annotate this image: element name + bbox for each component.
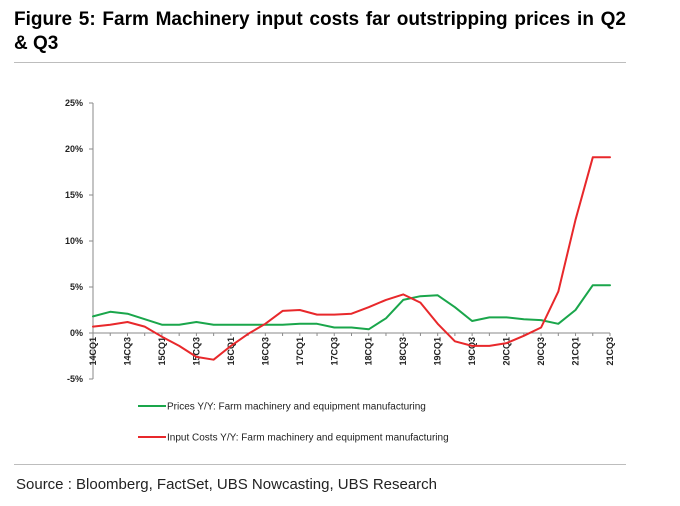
legend-label: Prices Y/Y: Farm machinery and equipment…: [167, 402, 426, 413]
y-tick-label: 0%: [70, 328, 83, 338]
x-tick-label: 19CQ1: [433, 337, 443, 366]
x-tick-label: 15CQ3: [191, 337, 201, 366]
series-line-input-costs: [92, 156, 611, 361]
line-chart: -5% 0% 5% 10% 15% 20% 25% 14CQ1 14CQ3 15CQ1 15CQ3 1…: [65, 98, 615, 444]
x-tick-label: 21CQ3: [605, 337, 615, 366]
series-line-prices: [92, 284, 611, 331]
x-tick-label: 20CQ3: [536, 337, 546, 366]
y-tick-label: 10%: [65, 236, 83, 246]
x-tick-label: 16CQ3: [260, 337, 270, 366]
x-tick-label: 17CQ3: [329, 337, 339, 366]
x-tick-label: 21CQ1: [571, 337, 581, 366]
footer-divider: [14, 464, 626, 465]
y-tick-label: 15%: [65, 190, 83, 200]
x-tick-label: 14CQ3: [122, 337, 132, 366]
y-tick-label: 5%: [70, 282, 83, 292]
x-tick-label: 16CQ1: [226, 337, 236, 366]
x-tick-label: 20CQ1: [502, 337, 512, 366]
x-tick-label: 17CQ1: [295, 337, 305, 366]
x-tick-label: 15CQ1: [157, 337, 167, 366]
x-tick-label: 18CQ3: [398, 337, 408, 366]
y-tick-label: -5%: [67, 374, 83, 384]
source-note: Source : Bloomberg, FactSet, UBS Nowcast…: [16, 476, 438, 493]
x-tick-label: 19CQ3: [467, 337, 477, 366]
legend-label: Input Costs Y/Y: Farm machinery and equi…: [167, 433, 449, 444]
y-tick-label: 25%: [65, 98, 83, 108]
x-tick-label: 14CQ1: [88, 337, 98, 366]
figure-title: Figure 5: Farm Machinery input costs far…: [14, 9, 626, 54]
x-tick-label: 18CQ1: [364, 337, 374, 366]
y-tick-label: 20%: [65, 144, 83, 154]
title-divider: [14, 62, 626, 63]
